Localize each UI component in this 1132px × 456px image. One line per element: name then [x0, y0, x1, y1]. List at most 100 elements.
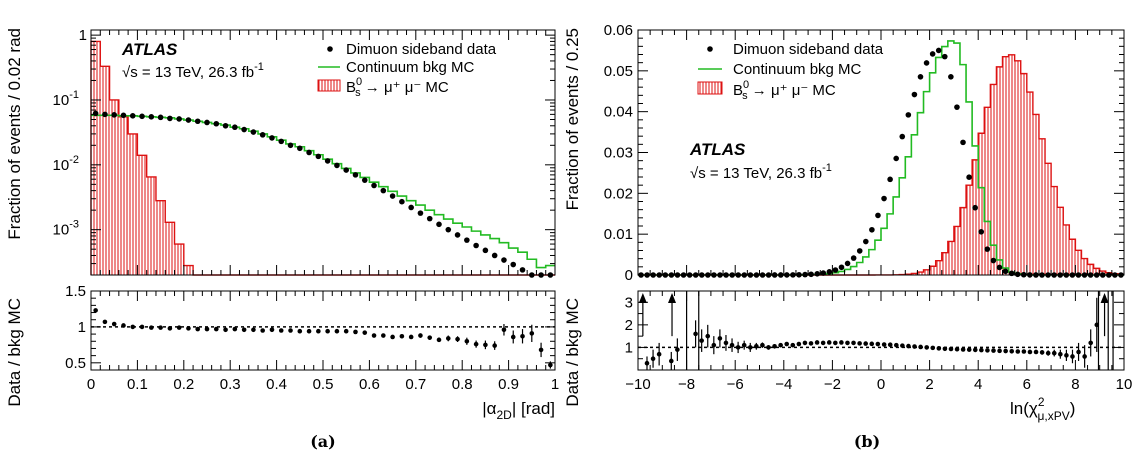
legend-label-bkg: Continuum bkg MC	[346, 59, 475, 76]
ratio-point	[121, 323, 126, 328]
data-point	[185, 117, 192, 123]
ratio-point	[1033, 349, 1039, 355]
ratio-point	[176, 325, 182, 330]
ratio-point	[808, 341, 814, 346]
ratio-point	[851, 340, 856, 346]
ratio-point	[675, 347, 680, 352]
data-point	[972, 204, 978, 211]
data-point	[241, 126, 247, 133]
ratio-point	[251, 327, 256, 333]
y-tick-label: 0	[625, 267, 633, 284]
data-point	[863, 238, 869, 245]
ratio-point	[334, 328, 340, 334]
data-point	[899, 133, 906, 140]
ratio-point	[650, 356, 656, 362]
ratio-y-axis-label: Data / bkg MC	[563, 298, 582, 407]
x-tick-label: 0.9	[498, 376, 519, 393]
ratio-point	[538, 347, 544, 353]
ratio-point	[167, 326, 173, 331]
ratio-point	[735, 345, 741, 350]
ratio-point	[343, 328, 349, 334]
data-point	[111, 112, 117, 118]
data-point	[923, 60, 930, 66]
y-axis-label: Fraction of events / 0.02 rad	[5, 28, 24, 240]
y-tick-label: 0.5	[65, 355, 86, 372]
data-point	[990, 257, 997, 264]
x-tick-label: −2	[824, 376, 841, 393]
y-tick-label: 0.05	[604, 63, 633, 80]
data-point	[954, 104, 960, 110]
x-tick-label: 1	[551, 376, 559, 393]
data-point	[232, 124, 238, 131]
legend-label-signal: B0 s → μ⁺ μ⁻ MC	[346, 76, 449, 99]
data-point	[129, 113, 136, 119]
data-point	[519, 267, 526, 273]
ratio-point	[418, 333, 423, 338]
ratio-point	[223, 327, 228, 333]
ratio-point	[102, 319, 108, 325]
ratio-point	[297, 328, 303, 334]
continuum-bkg-histogram	[91, 114, 555, 269]
ratio-point	[644, 360, 650, 366]
y-axis-label: Fraction of events / 0.25	[563, 28, 582, 210]
ratio-point	[954, 346, 960, 352]
ratio-point	[869, 341, 875, 347]
legend-signal-b: B	[733, 82, 743, 99]
y-tick-label: 1.5	[65, 283, 86, 300]
ratio-point	[195, 326, 201, 332]
data-point	[510, 261, 517, 268]
data-point	[464, 237, 470, 243]
ratio-point	[900, 343, 905, 348]
ratio-point	[520, 333, 525, 339]
ratio-point	[741, 342, 747, 348]
data-point	[1002, 268, 1009, 275]
ratio-point	[269, 327, 275, 333]
ratio-point	[705, 333, 711, 339]
ratio-point	[278, 328, 284, 333]
data-point	[92, 110, 99, 117]
ratio-point	[381, 333, 386, 338]
x-tick-label: 0.2	[173, 376, 194, 393]
legend-label-signal: B0 s → μ⁺ μ⁻ MC	[733, 79, 836, 102]
ratio-point	[887, 342, 893, 348]
lumi-exponent: -1	[822, 162, 832, 174]
data-point	[250, 129, 257, 135]
ratio-point	[772, 344, 777, 349]
data-point	[297, 145, 303, 152]
ratio-point	[408, 334, 414, 340]
data-point	[917, 74, 924, 80]
x-axis-label-sub: μ,xPV	[1038, 409, 1070, 423]
ratio-point	[948, 346, 954, 352]
data-point	[139, 113, 145, 120]
overflow-arrow-head	[1100, 293, 1109, 303]
ratio-point	[966, 347, 972, 352]
data-point	[259, 132, 266, 138]
x-tick-label: 10	[1116, 376, 1132, 393]
data-point	[269, 135, 275, 141]
overflow-arrow-head	[638, 293, 647, 303]
ratio-point	[699, 338, 704, 343]
x-tick-label: 0.1	[127, 376, 148, 393]
ratio-point	[445, 336, 451, 341]
ratio-point	[1082, 354, 1087, 359]
ratio-point	[390, 334, 395, 340]
data-point	[941, 53, 948, 60]
ratio-point	[790, 342, 796, 348]
ratio-point	[158, 325, 163, 330]
data-point	[978, 229, 985, 235]
ratio-point	[149, 325, 154, 330]
data-point	[1014, 271, 1021, 278]
ratio-point	[1045, 350, 1051, 356]
data-point	[371, 182, 377, 189]
ratio-point	[1015, 349, 1021, 354]
data-point	[204, 119, 210, 126]
ratio-point	[529, 331, 535, 336]
ratio-point	[912, 344, 917, 349]
data-point	[844, 260, 851, 267]
ratio-point	[766, 345, 771, 350]
data-point	[102, 111, 108, 118]
ratio-point	[260, 328, 265, 333]
ratio-point	[833, 340, 838, 346]
x-tick-label: 0	[87, 376, 95, 393]
y-tick-label: 10-3	[53, 219, 79, 239]
